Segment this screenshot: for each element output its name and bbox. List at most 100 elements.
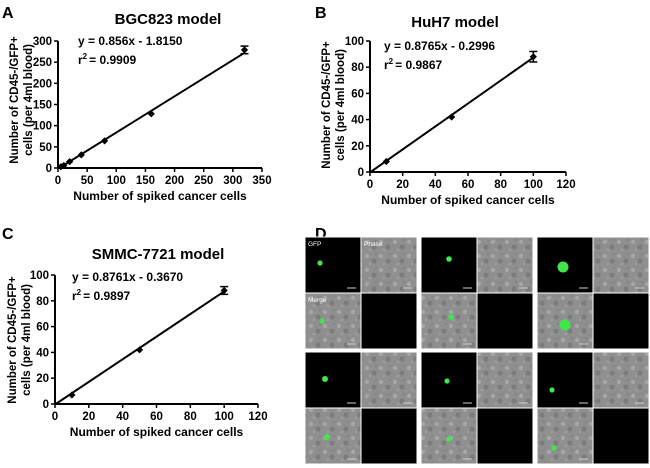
channel-label-gfp: GFP — [308, 241, 321, 248]
micrograph-block: GFP Phase Merge — [304, 236, 418, 350]
r-squared-value: = 0.9897 — [83, 289, 130, 303]
r-squared-symbol: r — [78, 53, 83, 67]
x-tick-label: 120 — [556, 179, 575, 191]
y-tick-label: 300 — [33, 36, 52, 48]
fit-equation: y = 0.856x - 1.8150 — [78, 34, 183, 48]
x-axis-label: Number of spiked cancer cells — [73, 189, 247, 203]
x-tick-label: 300 — [223, 175, 242, 187]
gfp-cell — [557, 261, 569, 273]
x-axis-label: Number of spiked cancer cells — [70, 425, 244, 439]
y-tick-label: 80 — [351, 62, 364, 74]
data-point — [448, 113, 456, 121]
merge-cell — [446, 436, 452, 442]
chart-title: SMMC-7721 model — [92, 246, 225, 263]
y-tick-label: 100 — [30, 270, 49, 282]
merge-cell — [448, 314, 454, 320]
x-tick-label: 100 — [524, 179, 543, 191]
micrograph-block — [536, 351, 650, 465]
data-point — [68, 391, 76, 399]
panel-letter-b: B — [315, 5, 327, 22]
data-point — [240, 46, 249, 54]
x-tick-label: 20 — [82, 411, 95, 423]
chart-title: BGC823 model — [115, 11, 222, 28]
y-axis-label-line-2: cells (per 4ml blood) — [21, 284, 33, 396]
data-point — [77, 151, 85, 159]
y-axis-label-line-2: cells (per 4ml blood) — [23, 44, 35, 156]
data-point — [220, 286, 228, 295]
micrograph-block — [536, 236, 650, 350]
y-tick-label: 40 — [36, 347, 49, 359]
r-squared-symbol: r — [72, 289, 77, 303]
y-tick-label: 100 — [33, 121, 52, 133]
y-axis-label: Number of CD45-/GFP+ cells (per 4ml blood… — [321, 41, 347, 169]
x-tick-label: 0 — [367, 179, 373, 191]
channel-label-merge: Merge — [308, 297, 327, 304]
fit-equation: y = 0.8761x - 0.3670 — [72, 270, 183, 284]
y-tick-label: 0 — [358, 167, 364, 179]
y-tick-label: 60 — [351, 88, 364, 100]
phase-panel — [476, 236, 534, 294]
y-tick-label: 0 — [46, 163, 52, 175]
x-tick-label: 150 — [136, 175, 155, 187]
r-squared-symbol: r — [384, 58, 389, 72]
y-axis-label-line-1: Number of CD45-/GFP+ — [321, 41, 333, 169]
fit-equation: y = 0.8765x - 0.2996 — [384, 39, 495, 53]
gfp-cell — [317, 260, 323, 266]
x-tick-label: 120 — [248, 411, 267, 423]
merge-panel — [536, 407, 594, 465]
merge-panel — [420, 292, 478, 350]
chart-bgc823: BGC823 model 0 50 100 150 200 250 300 350 0 50 100 1… — [9, 11, 272, 203]
panel-letter-c: C — [2, 226, 14, 243]
gfp-cell — [322, 376, 328, 382]
x-tick-label: 40 — [116, 411, 129, 423]
merge-cell — [559, 319, 571, 331]
gfp-panel — [304, 351, 362, 409]
gfp-panel — [304, 236, 362, 294]
x-tick-label: 100 — [215, 411, 234, 423]
merge-cell — [324, 434, 330, 440]
x-tick-label: 60 — [462, 179, 475, 191]
r-squared-value: = 0.9909 — [89, 53, 136, 67]
data-point — [382, 157, 390, 166]
phase-panel — [592, 236, 650, 294]
y-tick-label: 40 — [351, 115, 364, 127]
blank-panel — [592, 407, 650, 465]
data-point — [60, 161, 68, 170]
y-tick-label: 0 — [43, 399, 49, 411]
blank-panel — [360, 292, 418, 350]
chart-smmc7721: SMMC-7721 model 0 20 40 60 80 100 120 0 20 40 60 80 1… — [7, 246, 268, 439]
x-tick-label: 60 — [150, 411, 163, 423]
y-tick-label: 20 — [351, 141, 364, 153]
gfp-cell — [446, 256, 452, 262]
micrograph-grid: GFP Phase Merge — [304, 236, 650, 465]
y-tick-label: 250 — [33, 57, 52, 69]
data-point — [66, 158, 74, 166]
blank-panel — [360, 407, 418, 465]
gfp-cell — [444, 378, 450, 384]
y-tick-label: 200 — [33, 78, 52, 90]
blank-panel — [592, 292, 650, 350]
blank-panel — [476, 407, 534, 465]
gfp-cell — [549, 387, 555, 393]
y-tick-label: 20 — [36, 373, 49, 385]
panel-letter-d: D — [315, 226, 327, 243]
chart-title: HuH7 model — [411, 14, 499, 31]
y-tick-label: 100 — [345, 36, 364, 48]
gfp-panel — [420, 236, 478, 294]
merge-panel — [420, 407, 478, 465]
data-point — [135, 346, 144, 354]
phase-panel — [592, 351, 650, 409]
merge-cell — [551, 445, 557, 451]
channel-label-phase: Phase — [364, 241, 383, 248]
r-squared-exponent: 2 — [389, 57, 394, 66]
merge-cell — [319, 318, 325, 324]
x-tick-label: 80 — [184, 411, 197, 423]
r-squared-exponent: 2 — [83, 52, 88, 61]
x-axis-label: Number of spiked cancer cells — [381, 193, 555, 207]
y-axis-label: Number of CD45-/GFP+ cells (per 4ml blood… — [7, 276, 33, 404]
y-axis-label-line-1: Number of CD45-/GFP+ — [7, 276, 19, 404]
micrograph-block — [304, 351, 418, 465]
gfp-panel — [536, 351, 594, 409]
